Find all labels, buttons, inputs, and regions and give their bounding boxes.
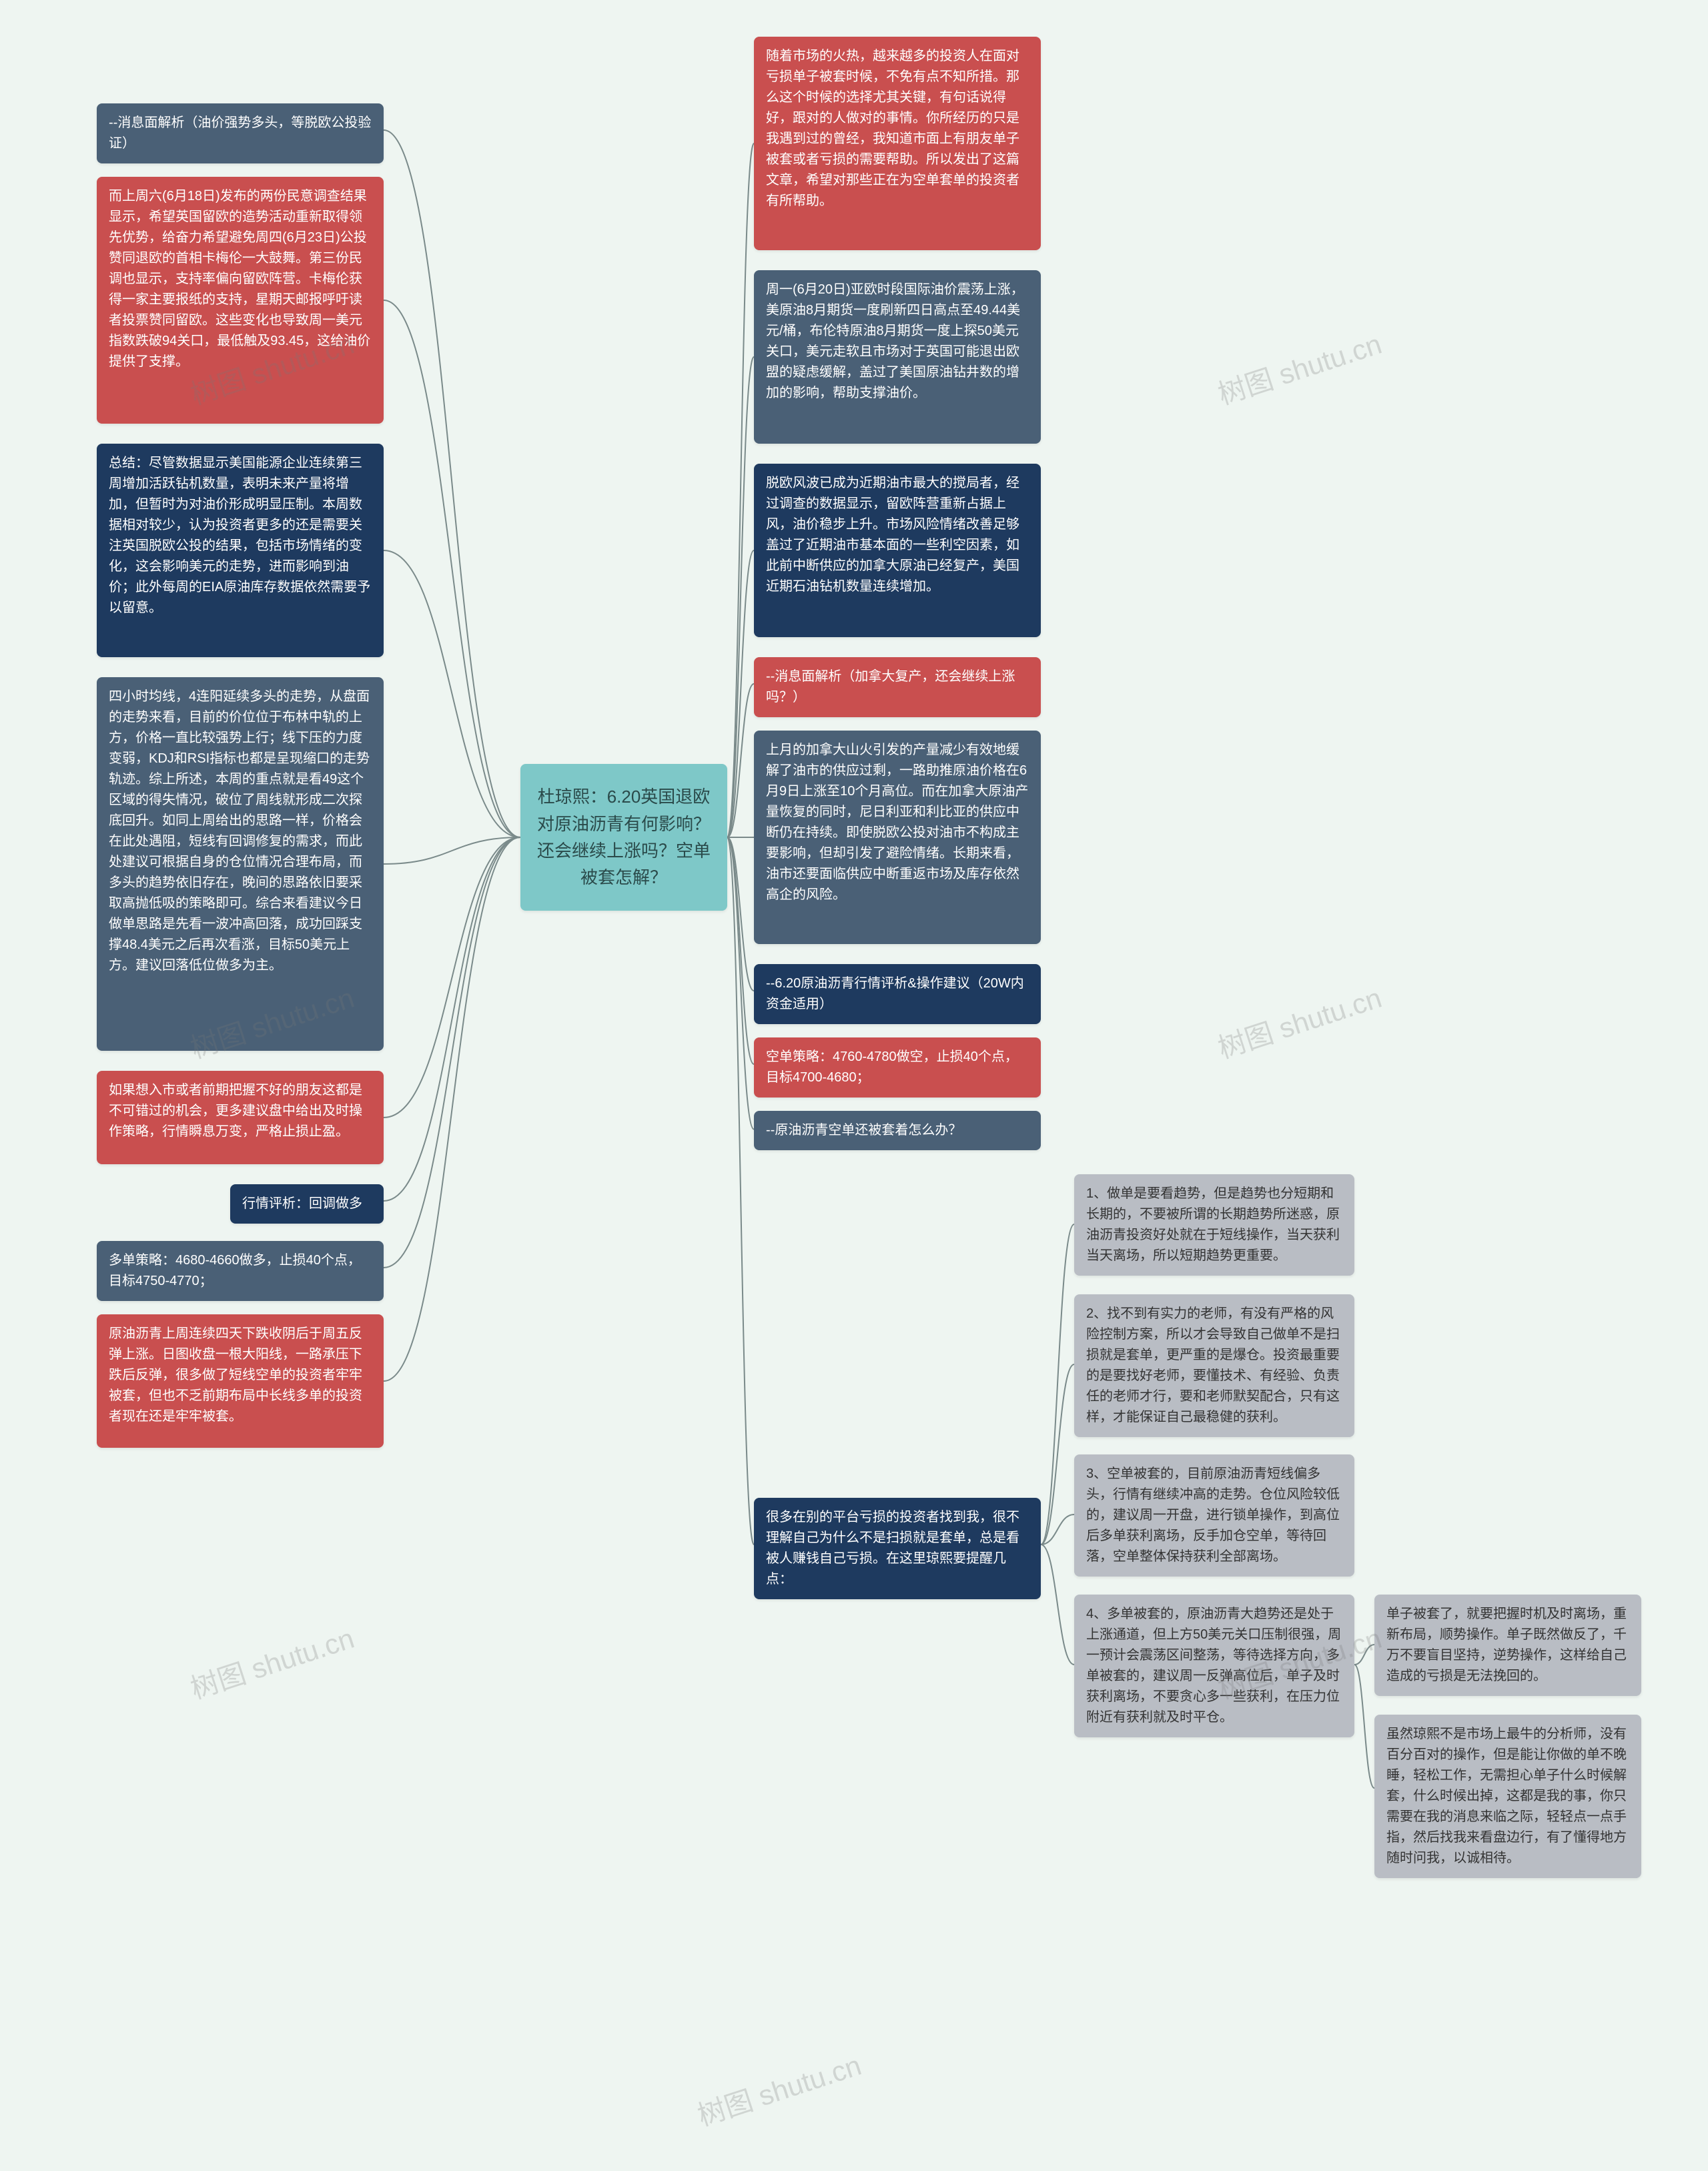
- watermark: 树图 shutu.cn: [185, 1616, 359, 1707]
- watermark: 树图 shutu.cn: [1212, 322, 1386, 413]
- left-node: 而上周六(6月18日)发布的两份民意调查结果显示，希望英国留欧的造势活动重新取得…: [97, 177, 384, 424]
- watermark: 树图 shutu.cn: [1212, 975, 1386, 1067]
- sub-node: 单子被套了，就要把握时机及时离场，重新布局，顺势操作。单子既然做反了，千万不要盲…: [1374, 1595, 1641, 1696]
- connector: [1354, 1645, 1374, 1665]
- right-node: 很多在别的平台亏损的投资者找到我，很不理解自己为什么不是扫损就是套单，总是看被人…: [754, 1498, 1041, 1599]
- connector: [727, 143, 754, 837]
- right-node: 空单策略：4760-4780做空，止损40个点，目标4700-4680；: [754, 1037, 1041, 1098]
- connector: [727, 837, 754, 991]
- watermark: 树图 shutu.cn: [692, 2043, 866, 2134]
- connector: [1041, 1545, 1074, 1665]
- connector: [384, 130, 520, 837]
- connector: [727, 837, 754, 1130]
- connector: [1041, 1514, 1074, 1545]
- left-node: 总结：尽管数据显示美国能源企业连续第三周增加活跃钻机数量，表明未来产量将增加，但…: [97, 444, 384, 657]
- right-node: 脱欧风波已成为近期油市最大的搅局者，经过调查的数据显示，留欧阵营重新占据上风，油…: [754, 464, 1041, 637]
- connector: [384, 837, 520, 1118]
- left-node: 四小时均线，4连阳延续多头的走势，从盘面的走势来看，目前的价位位于布林中轨的上方…: [97, 677, 384, 1051]
- sub-node: 虽然琼熙不是市场上最牛的分析师，没有百分百对的操作，但是能让你做的单不晚睡，轻松…: [1374, 1715, 1641, 1878]
- connector: [727, 684, 754, 837]
- right-node: --消息面解析（加拿大复产，还会继续上涨吗？）: [754, 657, 1041, 717]
- connector: [727, 550, 754, 837]
- right-node: --6.20原油沥青行情评析&操作建议（20W内资金适用）: [754, 964, 1041, 1024]
- connector: [384, 550, 520, 837]
- left-node: 如果想入市或者前期把握不好的朋友这都是不可错过的机会，更多建议盘中给出及时操作策…: [97, 1071, 384, 1164]
- right-node: --原油沥青空单还被套着怎么办？: [754, 1111, 1041, 1150]
- right-node: 周一(6月20日)亚欧时段国际油价震荡上涨，美原油8月期货一度刷新四日高点至49…: [754, 270, 1041, 444]
- sub-node: 4、多单被套的，原油沥青大趋势还是处于上涨通道，但上方50美元关口压制很强，周一…: [1074, 1595, 1354, 1737]
- left-node: 原油沥青上周连续四天下跌收阴后于周五反弹上涨。日图收盘一根大阳线，一路承压下跌后…: [97, 1314, 384, 1448]
- left-node: 行情评析：回调做多: [230, 1184, 384, 1224]
- connector: [384, 837, 520, 1268]
- right-node: 随着市场的火热，越来越多的投资人在面对亏损单子被套时候，不免有点不知所措。那么这…: [754, 37, 1041, 250]
- connector: [1041, 1364, 1074, 1545]
- connector: [384, 837, 520, 1381]
- connector: [1354, 1665, 1374, 1788]
- right-node: 上月的加拿大山火引发的产量减少有效地缓解了油市的供应过剩，一路助推原油价格在6月…: [754, 731, 1041, 944]
- sub-node: 3、空单被套的，目前原油沥青短线偏多头，行情有继续冲高的走势。仓位风险较低的，建…: [1074, 1454, 1354, 1577]
- left-node: --消息面解析（油价强势多头，等脱欧公投验证）: [97, 103, 384, 163]
- connector: [384, 300, 520, 837]
- connector: [727, 837, 754, 1545]
- connector: [384, 837, 520, 864]
- sub-node: 2、找不到有实力的老师，有没有严格的风险控制方案，所以才会导致自己做单不是扫损就…: [1074, 1294, 1354, 1437]
- sub-node: 1、做单是要看趋势，但是趋势也分短期和长期的，不要被所谓的长期趋势所迷惑，原油沥…: [1074, 1174, 1354, 1276]
- connector: [727, 357, 754, 837]
- connector: [384, 837, 520, 1201]
- connector: [1041, 1224, 1074, 1545]
- connector: [727, 837, 754, 1064]
- left-node: 多单策略：4680-4660做多，止损40个点，目标4750-4770；: [97, 1241, 384, 1301]
- center-node: 杜琼熙：6.20英国退欧对原油沥青有何影响？还会继续上涨吗？空单被套怎解？: [520, 764, 727, 911]
